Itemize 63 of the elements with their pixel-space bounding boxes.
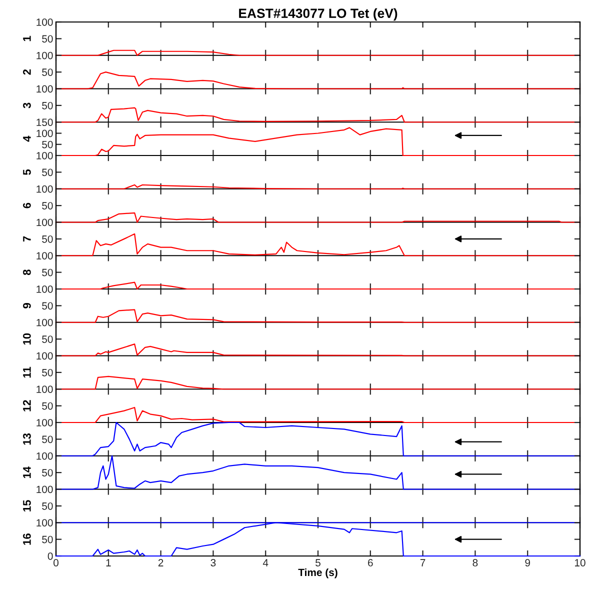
y-tick-label: 50 <box>42 368 53 376</box>
y-axis-title: 16 <box>23 534 31 545</box>
y-tick-label: 100 <box>36 85 53 93</box>
y-tick-label: 100 <box>36 52 53 60</box>
y-axis-title: 1 <box>23 36 31 42</box>
y-tick-label: 0 <box>48 552 53 560</box>
chart-title: EAST#143077 LO Tet (eV) <box>239 8 398 21</box>
y-axis-title: 2 <box>23 69 31 75</box>
y-tick-label: 50 <box>42 268 53 276</box>
y-axis-title: 8 <box>23 270 31 276</box>
y-tick-label: 50 <box>42 336 53 343</box>
y-axis-title: 10 <box>23 333 31 345</box>
y-tick-label: 50 <box>42 202 53 210</box>
y-axis-title: 11 <box>23 366 31 378</box>
y-tick-label: 50 <box>42 502 53 510</box>
y-tick-label: 50 <box>42 68 53 76</box>
y-tick-label: 100 <box>36 486 53 494</box>
y-tick-label: 50 <box>42 35 53 43</box>
y-tick-label: 50 <box>42 302 53 310</box>
y-tick-label: 50 <box>42 235 53 243</box>
x-tick-label: 7 <box>420 559 426 566</box>
x-tick-label: 4 <box>262 559 268 566</box>
y-axis-title: 3 <box>23 102 31 108</box>
y-tick-label: 100 <box>36 419 53 426</box>
x-tick-label: 1 <box>106 559 111 566</box>
x-tick-label: 5 <box>316 559 320 566</box>
y-tick-label: 50 <box>42 102 53 110</box>
x-tick-label: 6 <box>368 559 373 566</box>
y-tick-label: 50 <box>42 402 53 410</box>
y-axis-title: 6 <box>23 202 31 208</box>
y-tick-label: 50 <box>42 469 53 476</box>
y-tick-label: 100 <box>36 519 53 526</box>
y-axis-title: 9 <box>23 303 31 308</box>
y-axis-title: 12 <box>23 400 31 412</box>
y-tick-label: 100 <box>36 252 53 260</box>
x-tick-label: 3 <box>210 559 216 566</box>
x-tick-label: 10 <box>575 559 586 566</box>
y-tick-label: 100 <box>36 218 53 226</box>
y-tick-label: 50 <box>42 436 53 444</box>
y-axis-title: 7 <box>23 236 31 242</box>
y-tick-label: 100 <box>36 452 53 460</box>
y-axis-title: 13 <box>23 433 31 445</box>
y-tick-label: 100 <box>36 318 53 326</box>
x-axis-title: Time (s) <box>298 568 338 578</box>
y-tick-label: 100 <box>36 130 53 138</box>
y-tick-label: 100 <box>36 152 53 160</box>
x-tick-label: 9 <box>525 559 530 566</box>
x-tick-label: 8 <box>472 559 478 566</box>
y-tick-label: 50 <box>42 140 53 148</box>
x-tick-label: 0 <box>54 559 58 566</box>
x-tick-label: 2 <box>158 559 164 566</box>
y-tick-label: 50 <box>42 168 53 176</box>
y-axis-title: 14 <box>23 466 31 478</box>
y-tick-label: 100 <box>36 286 53 293</box>
y-tick-label: 50 <box>42 536 53 544</box>
y-tick-label: 100 <box>36 352 53 360</box>
y-axis-title: 15 <box>23 500 31 512</box>
y-axis-title: 4 <box>23 136 31 142</box>
y-tick-label: 100 <box>36 185 53 193</box>
y-tick-label: 100 <box>36 18 53 26</box>
y-tick-label: 100 <box>36 386 53 393</box>
y-axis-title: 5 <box>23 169 31 175</box>
y-tick-label: 150 <box>36 118 53 126</box>
